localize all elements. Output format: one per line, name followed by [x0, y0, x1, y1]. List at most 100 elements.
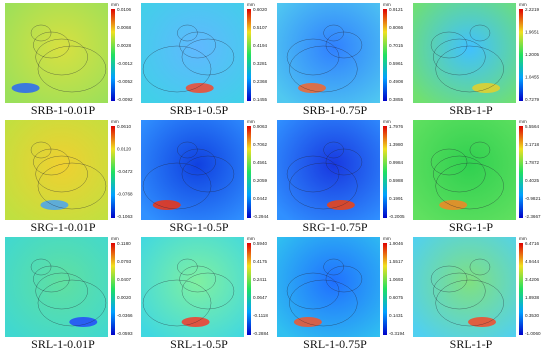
- colorbar-tick-label: 1.5517: [389, 259, 403, 264]
- contour-line: [37, 45, 107, 93]
- colorbar-tick-label: 0.7279: [525, 97, 539, 102]
- contour-line: [177, 258, 198, 276]
- contour-line: [35, 155, 88, 193]
- contour-line: [435, 279, 504, 327]
- contour-line: [469, 141, 491, 159]
- colorbar-tick-label: 0.3281: [253, 61, 267, 66]
- contour-line: [325, 265, 363, 293]
- colorbar-tick-label: -1.0060: [525, 331, 541, 336]
- colorbar-tick-label: -0.0768: [117, 192, 133, 197]
- colorbar-tick-label: -0.9821: [525, 196, 541, 201]
- colorbar-tick-label: 0.2368: [253, 79, 267, 84]
- panel-label: SRG-1-0.01P: [30, 220, 95, 234]
- contour-line: [469, 258, 491, 276]
- hot-spot: [298, 83, 327, 93]
- colorbar-tick-label: 6.4716: [525, 241, 539, 246]
- colorbar-tick-label: -0.1063: [117, 214, 133, 219]
- colorbar-tick-label: -0.2944: [253, 214, 269, 219]
- colorbar-unit: mm: [247, 119, 255, 124]
- colorbar-unit: mm: [519, 236, 527, 241]
- colorbar-tick-label: 1.7872: [525, 160, 539, 165]
- colorbar-tick-label: 1.9046: [389, 241, 403, 246]
- panel-label: SRG-1-0.5P: [169, 220, 228, 234]
- hot-spot: [152, 200, 181, 210]
- colorbar: [111, 243, 115, 335]
- hot-spot: [293, 317, 322, 327]
- contour-line: [433, 155, 486, 193]
- colorbar-unit: mm: [519, 2, 527, 7]
- contour-line: [177, 141, 198, 159]
- hot-spot: [69, 317, 98, 327]
- colorbar-tick-label: -0.0092: [117, 97, 133, 102]
- contour-line: [323, 258, 344, 276]
- contour-line: [30, 24, 52, 42]
- contour-line: [325, 31, 363, 59]
- colorbar-tick-label: 0.0793: [117, 259, 131, 264]
- colorbar-tick-label: 0.0106: [117, 7, 131, 12]
- contour-line: [435, 162, 504, 210]
- colorbar-tick-label: 0.0442: [253, 196, 267, 201]
- colorbar-tick-label: 0.0028: [117, 43, 131, 48]
- colorbar: [519, 9, 523, 101]
- colorbar-tick-label: 5.5564: [525, 124, 539, 129]
- colorbar-tick-label: 1.7976: [389, 124, 403, 129]
- colorbar-tick-label: 0.0647: [253, 295, 267, 300]
- hot-spot: [326, 200, 355, 210]
- contour-line: [142, 45, 212, 93]
- colorbar-tick-label: -2.3667: [525, 214, 541, 219]
- contour-field: [277, 3, 380, 103]
- colorbar-tick-label: 0.1180: [117, 241, 131, 246]
- contour-line: [142, 279, 212, 327]
- panel-label: SRG-1-0.75P: [302, 220, 367, 234]
- colorbar-unit: mm: [111, 236, 119, 241]
- contour-field: [413, 237, 516, 337]
- contour-line: [35, 38, 88, 76]
- colorbar-tick-label: 0.5988: [389, 178, 403, 183]
- hot-spot: [11, 83, 40, 93]
- contour-line: [33, 148, 70, 176]
- contour-line: [325, 148, 363, 176]
- colorbar-tick-label: 0.4025: [525, 178, 539, 183]
- colorbar-tick-label: 0.0120: [117, 147, 131, 152]
- colorbar-tick-label: -0.3194: [389, 331, 405, 336]
- contour-line: [33, 31, 70, 59]
- contour-line: [30, 141, 52, 159]
- contour-line: [181, 155, 235, 193]
- colorbar: [519, 243, 523, 335]
- colorbar-tick-label: 0.5961: [389, 61, 403, 66]
- colorbar-tick-label: 0.0610: [117, 124, 131, 129]
- contour-line: [286, 38, 340, 76]
- panel-label: SRL-1-0.01P: [31, 337, 95, 351]
- colorbar-tick-label: 0.7015: [389, 43, 403, 48]
- panel-label: SRB-1-P: [449, 103, 493, 117]
- colorbar-tick-label: 1.9651: [525, 30, 539, 35]
- panel: mm0.5940 0.4175 0.2411 0.0647 -0.1118 -0.2884…: [141, 236, 269, 351]
- colorbar-tick-label: 0.4175: [253, 259, 267, 264]
- colorbar-tick-label: 0.5940: [253, 241, 267, 246]
- colorbar: [519, 126, 523, 218]
- colorbar-tick-label: 0.0407: [117, 277, 131, 282]
- colorbar-tick-label: 0.3855: [389, 97, 403, 102]
- contour-line: [179, 148, 216, 176]
- colorbar-tick-label: 0.9121: [389, 7, 403, 12]
- panel: mm1.7976 1.3980 0.9984 0.5988 0.1991 -0.2005 S…: [277, 119, 405, 234]
- contour-line: [286, 155, 340, 193]
- panel: mm1.9046 1.5517 1.0693 0.6075 0.1431 -0.3194 S…: [277, 236, 405, 351]
- contour-line: [179, 265, 216, 293]
- colorbar-tick-label: 0.1431: [389, 313, 403, 318]
- colorbar-tick-label: 0.5107: [253, 25, 267, 30]
- colorbar-tick-label: 0.4194: [253, 43, 267, 48]
- colorbar-unit: mm: [247, 2, 255, 7]
- colorbar-tick-label: 0.9984: [389, 160, 403, 165]
- colorbar-tick-label: -0.0593: [117, 331, 133, 336]
- panel-label: SRL-1-0.75P: [303, 337, 367, 351]
- hot-spot: [181, 317, 210, 327]
- panel: mm2.2219 1.9651 1.2005 1.0455 0.7279 SRB-1-P: [413, 2, 539, 117]
- colorbar-tick-label: 0.1991: [389, 196, 403, 201]
- colorbar: [383, 243, 387, 335]
- colorbar-tick-label: 0.1455: [253, 97, 267, 102]
- colorbar-tick-label: 0.6075: [389, 295, 403, 300]
- contour-line: [37, 279, 107, 327]
- colorbar-tick-label: 1.0455: [525, 75, 539, 80]
